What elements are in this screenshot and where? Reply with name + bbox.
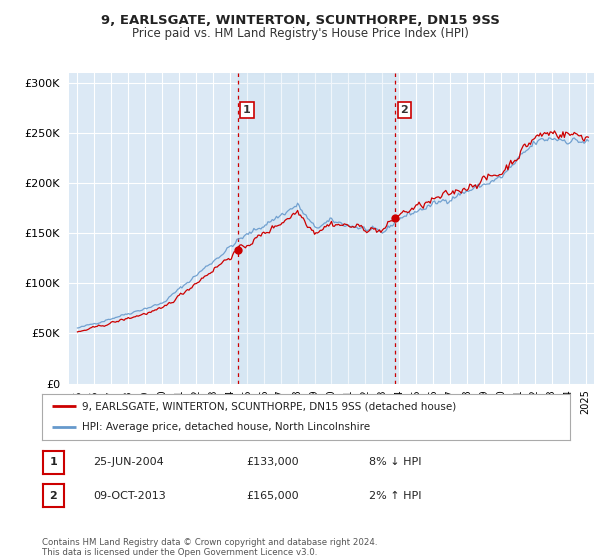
Text: £133,000: £133,000 <box>246 457 299 467</box>
Text: 9, EARLSGATE, WINTERTON, SCUNTHORPE, DN15 9SS (detached house): 9, EARLSGATE, WINTERTON, SCUNTHORPE, DN1… <box>82 401 456 411</box>
Text: 09-OCT-2013: 09-OCT-2013 <box>93 491 166 501</box>
Text: Contains HM Land Registry data © Crown copyright and database right 2024.
This d: Contains HM Land Registry data © Crown c… <box>42 538 377 557</box>
Text: £165,000: £165,000 <box>246 491 299 501</box>
Text: 2: 2 <box>400 105 408 115</box>
Text: HPI: Average price, detached house, North Lincolnshire: HPI: Average price, detached house, Nort… <box>82 422 370 432</box>
Text: 2: 2 <box>50 491 57 501</box>
Text: 1: 1 <box>243 105 251 115</box>
Bar <box>238 73 395 384</box>
Text: 2% ↑ HPI: 2% ↑ HPI <box>369 491 421 501</box>
Text: 8% ↓ HPI: 8% ↓ HPI <box>369 457 421 467</box>
Text: Price paid vs. HM Land Registry's House Price Index (HPI): Price paid vs. HM Land Registry's House … <box>131 27 469 40</box>
Text: 1: 1 <box>50 457 57 467</box>
Text: 9, EARLSGATE, WINTERTON, SCUNTHORPE, DN15 9SS: 9, EARLSGATE, WINTERTON, SCUNTHORPE, DN1… <box>101 14 499 27</box>
Text: 25-JUN-2004: 25-JUN-2004 <box>93 457 164 467</box>
